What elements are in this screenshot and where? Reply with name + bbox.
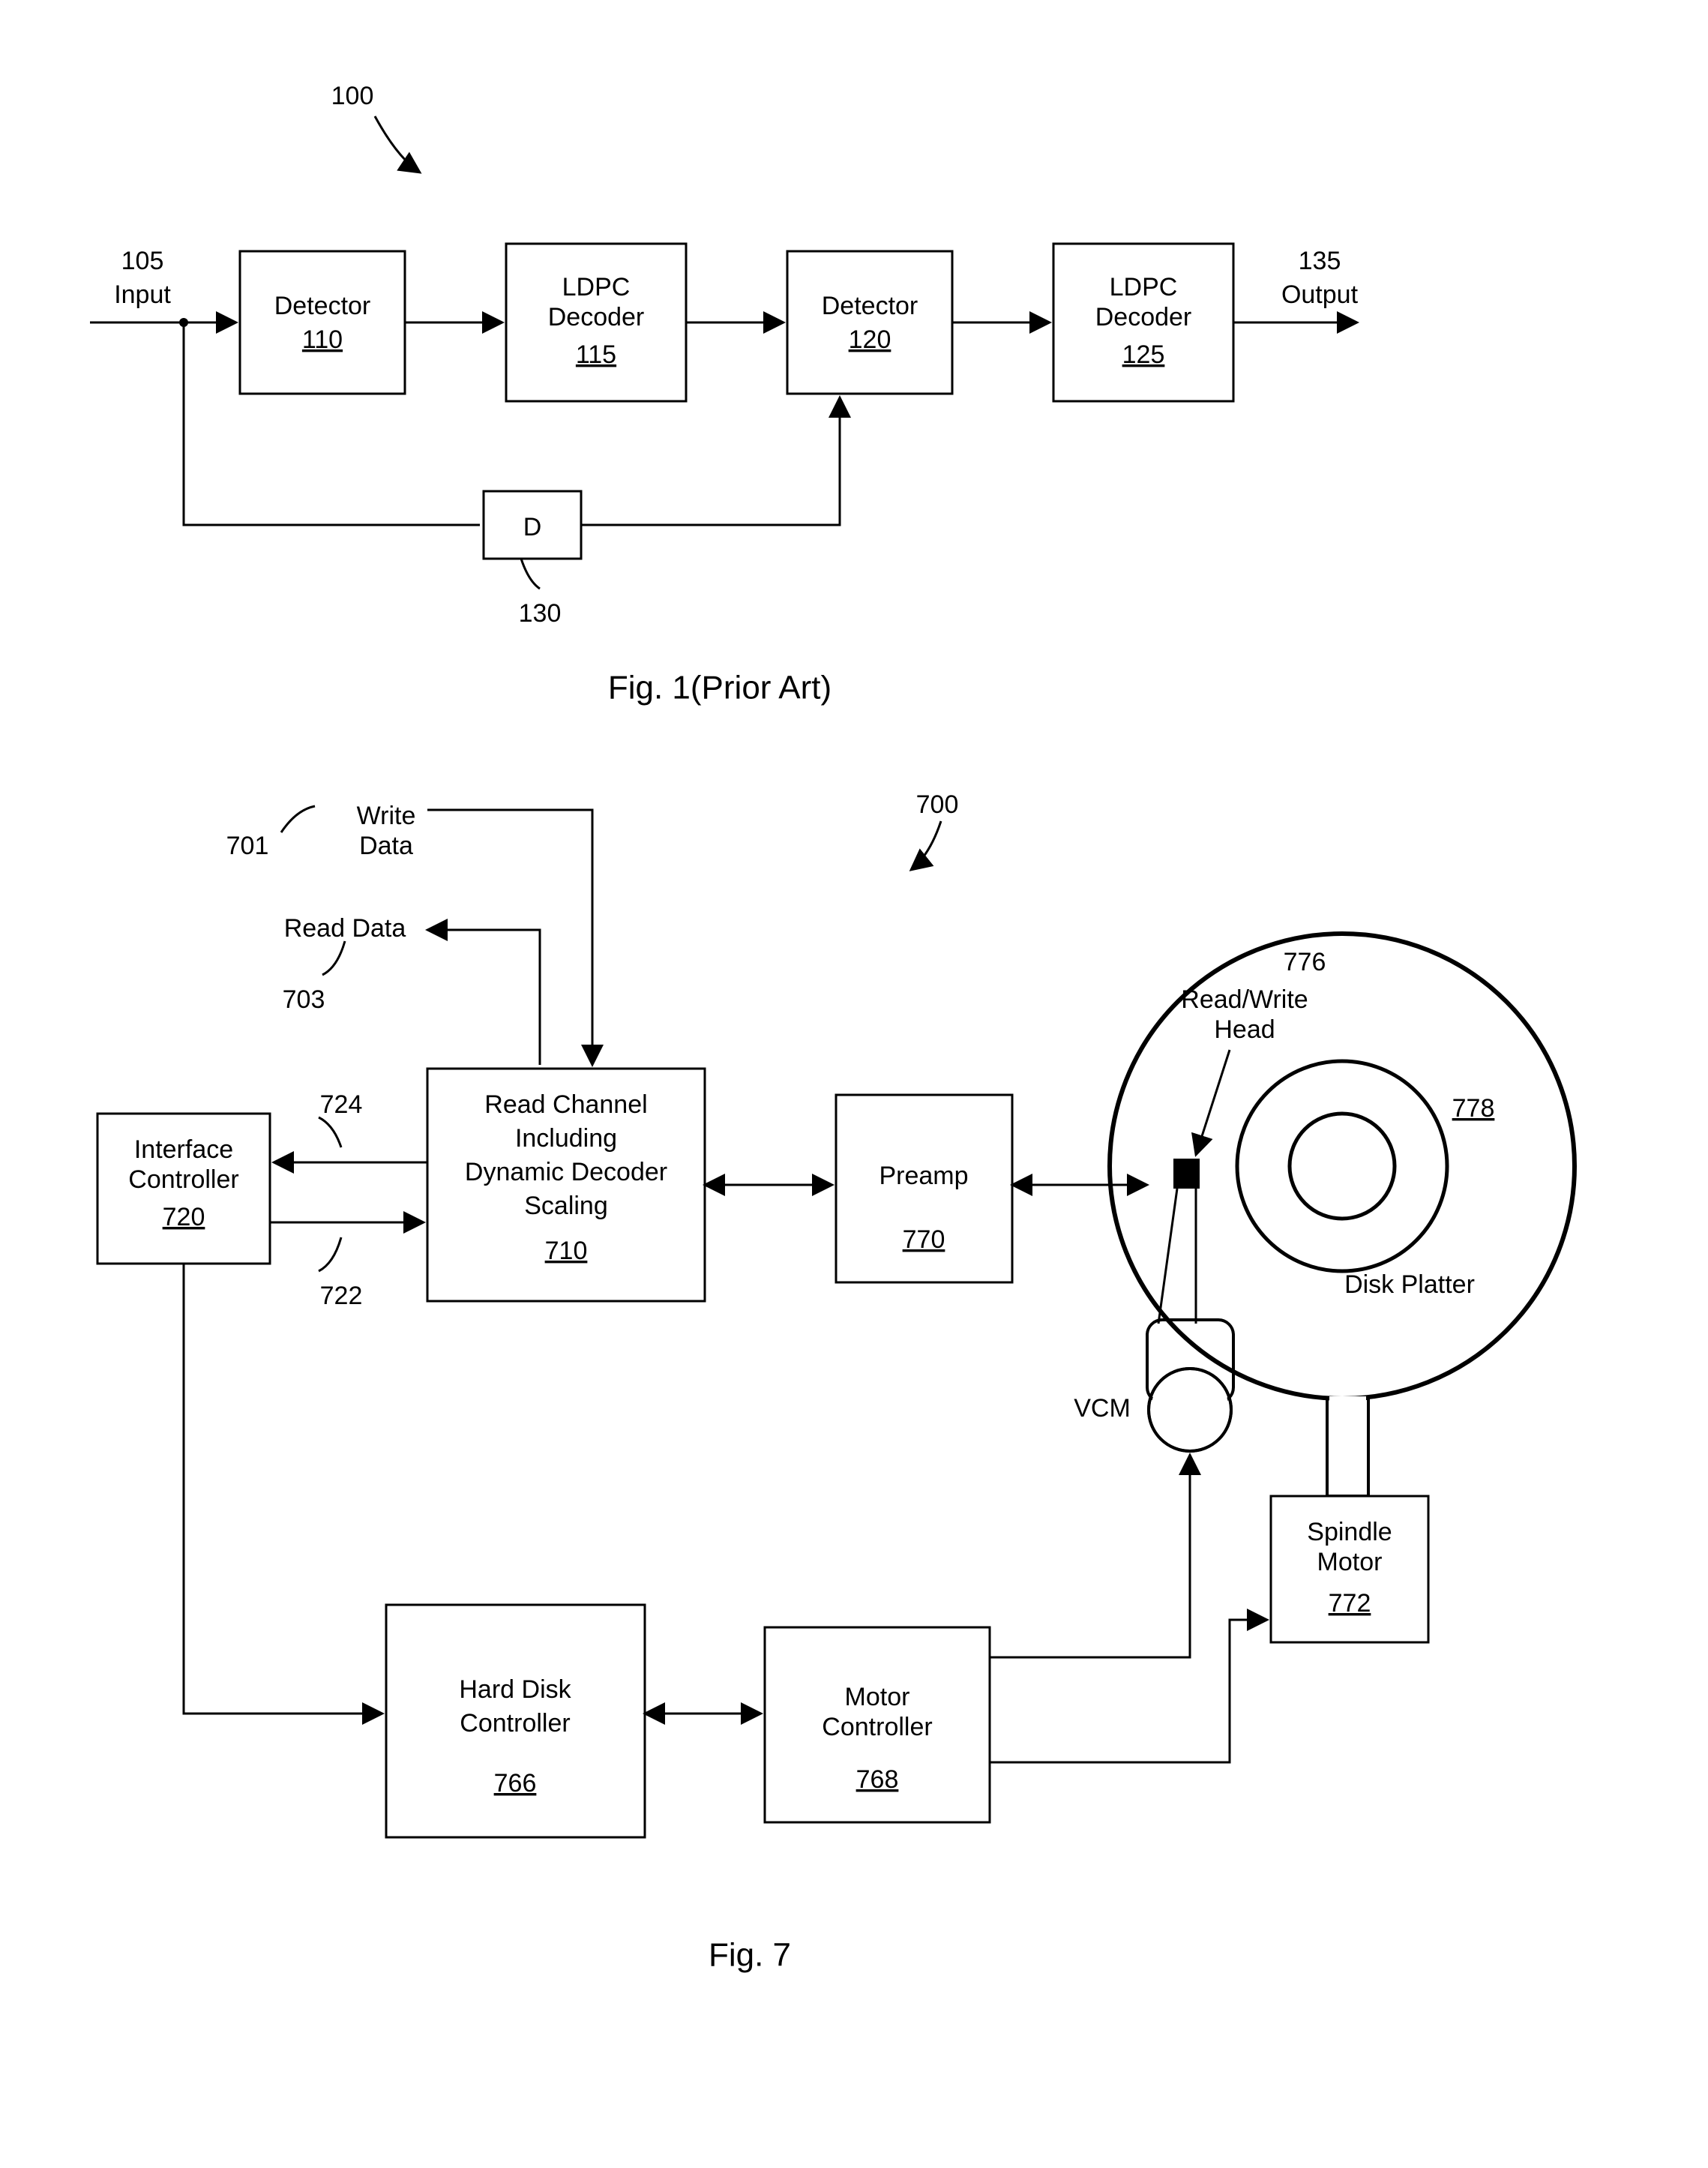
ldpc-125-l1: LDPC	[1110, 273, 1178, 301]
detector-120-box	[787, 251, 952, 394]
write-l1: Write	[357, 802, 416, 830]
rc-l4: Scaling	[524, 1192, 608, 1220]
mc-num: 768	[856, 1765, 899, 1794]
rw-head	[1173, 1159, 1200, 1189]
disk-inner	[1290, 1114, 1395, 1219]
vcm-ball-fill	[1151, 1371, 1229, 1449]
arrow-write	[427, 810, 592, 1065]
iface-l1: Interface	[134, 1135, 233, 1164]
spindle-num: 772	[1329, 1589, 1371, 1618]
input-label: Input	[114, 280, 171, 309]
vcm-label: VCM	[1074, 1394, 1131, 1423]
read-tick	[322, 941, 345, 975]
shaft	[1327, 1399, 1368, 1496]
ldpc-115-num: 115	[576, 340, 616, 369]
delay-out	[581, 397, 840, 525]
preamp-label: Preamp	[879, 1162, 968, 1190]
iface-l2: Controller	[128, 1165, 238, 1194]
ldpc-125-l2: Decoder	[1095, 303, 1192, 331]
fig1: 100 105 Input Detector 110 LDPC Decoder …	[90, 82, 1359, 706]
tick-722	[319, 1237, 341, 1271]
rc-l2: Including	[515, 1124, 617, 1153]
fig7-caption: Fig. 7	[709, 1937, 791, 1974]
lbl-724: 724	[320, 1090, 363, 1119]
hdc-num: 766	[494, 1769, 537, 1798]
rwhead-l1: Read/Write	[1181, 985, 1308, 1014]
arrow-read	[427, 930, 540, 1065]
read-num: 703	[283, 985, 325, 1014]
fig7-ref: 700	[916, 790, 959, 819]
fig1-ref-arrow	[375, 116, 420, 172]
hdc-l2: Controller	[460, 1709, 570, 1738]
rwhead-l2: Head	[1214, 1015, 1275, 1044]
ldpc-115-l2: Decoder	[548, 303, 645, 331]
mc-l2: Controller	[822, 1713, 932, 1741]
tick-724	[319, 1117, 341, 1147]
spindle-l2: Motor	[1317, 1548, 1383, 1576]
detector-110-num: 110	[302, 325, 343, 354]
output-num: 135	[1299, 247, 1341, 275]
fig1-ref: 100	[331, 82, 374, 110]
arrow-mc-spindle	[990, 1620, 1267, 1762]
disk-mid	[1237, 1061, 1447, 1271]
ldpc-115-l1: LDPC	[562, 273, 631, 301]
delay-num: 130	[519, 599, 562, 628]
preamp-num: 770	[903, 1225, 945, 1254]
fig7-ref-arrow	[911, 821, 941, 870]
platter-num: 778	[1452, 1094, 1495, 1123]
head-arm-l	[1158, 1189, 1177, 1324]
detector-120-label: Detector	[822, 292, 918, 320]
iface-num: 720	[163, 1203, 205, 1231]
arrow-iface-hdc	[184, 1264, 382, 1714]
detector-110-label: Detector	[274, 292, 371, 320]
platter-label: Disk Platter	[1344, 1270, 1475, 1299]
fig1-caption: Fig. 1(Prior Art)	[608, 670, 832, 706]
delay-label: D	[523, 513, 542, 541]
lbl-722: 722	[320, 1282, 363, 1310]
detector-110-box	[240, 251, 405, 394]
fig7: 700 701 Write Data Read Data 703 Interfa…	[97, 790, 1575, 1974]
write-l2: Data	[359, 832, 413, 860]
rc-l3: Dynamic Decoder	[465, 1158, 667, 1186]
arrow-mc-vcm	[990, 1455, 1190, 1657]
rc-l1: Read Channel	[484, 1090, 647, 1119]
mc-l1: Motor	[845, 1683, 910, 1711]
rwhead-arrow	[1196, 1050, 1230, 1155]
hdc-l1: Hard Disk	[459, 1675, 571, 1704]
detector-120-num: 120	[849, 325, 891, 354]
delay-tick	[521, 559, 540, 589]
input-num: 105	[121, 247, 164, 275]
ldpc-125-num: 125	[1122, 340, 1165, 369]
read-label: Read Data	[284, 914, 406, 943]
output-label: Output	[1281, 280, 1359, 309]
shaft-top-mask	[1329, 1396, 1366, 1402]
write-tick	[281, 806, 315, 832]
rwhead-num: 776	[1284, 948, 1326, 976]
write-num: 701	[226, 832, 269, 860]
spindle-l1: Spindle	[1307, 1518, 1392, 1546]
rc-num: 710	[545, 1237, 588, 1265]
